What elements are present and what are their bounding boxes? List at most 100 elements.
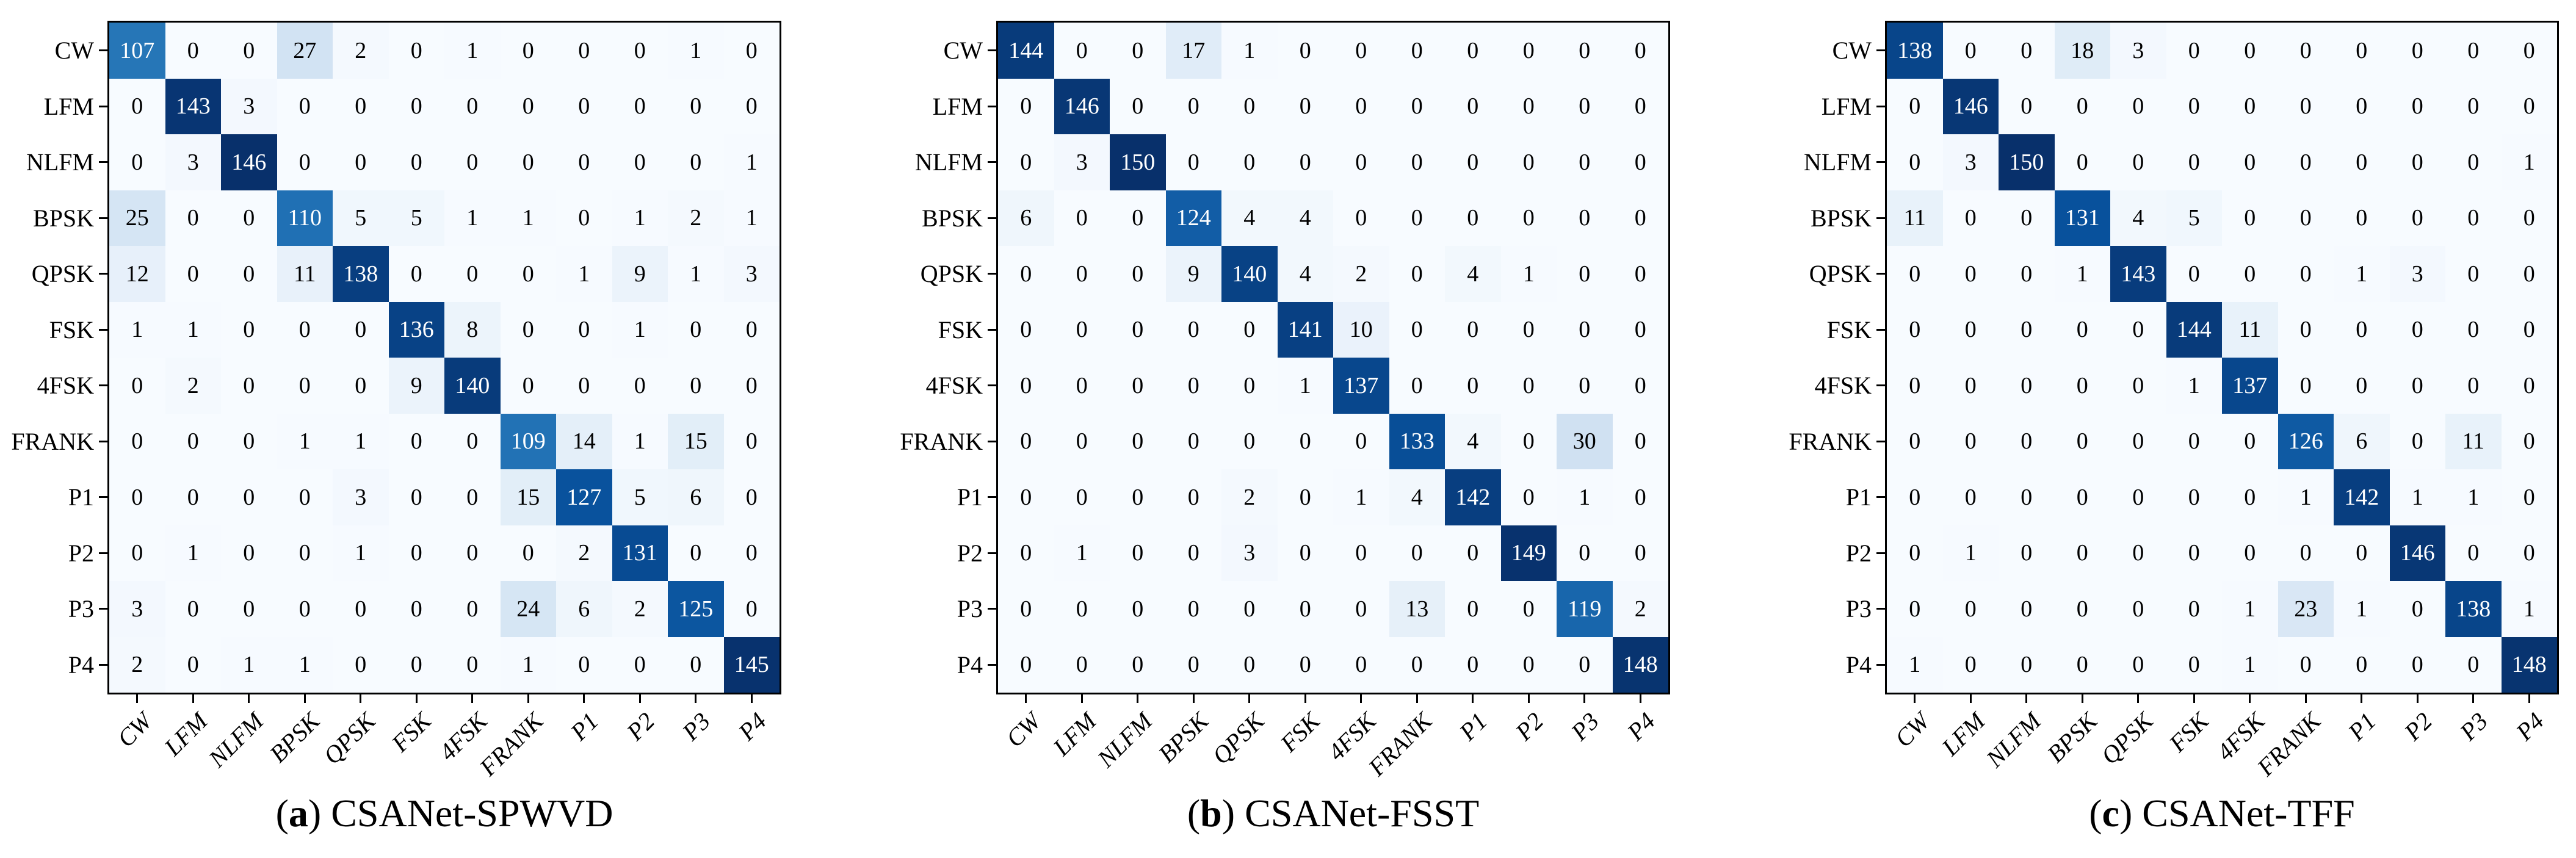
matrix-cell: 3 xyxy=(109,581,165,637)
matrix-cell: 1 xyxy=(2166,358,2222,414)
matrix-cell: 0 xyxy=(2334,134,2390,190)
matrix-cell: 1 xyxy=(612,413,668,469)
matrix-cell: 25 xyxy=(109,190,165,246)
matrix-cell: 0 xyxy=(668,301,724,358)
y-axis-label-P3: P3 xyxy=(68,595,94,622)
matrix-cell: 0 xyxy=(1333,190,1389,246)
matrix-cell: 0 xyxy=(1110,301,1166,358)
matrix-cell: 0 xyxy=(1942,636,1999,693)
x-tick xyxy=(1304,694,1306,703)
matrix-cell: 0 xyxy=(1165,413,1221,469)
matrix-cell: 0 xyxy=(1942,469,1999,525)
matrix-cell: 0 xyxy=(2445,23,2502,79)
y-axis-label-FRANK: FRANK xyxy=(11,427,94,455)
matrix-cell: 0 xyxy=(1054,358,1110,414)
x-tick xyxy=(2416,694,2419,703)
matrix-cell: 0 xyxy=(1445,23,1501,79)
y-tick xyxy=(988,440,996,442)
y-tick xyxy=(988,608,996,610)
matrix-cell: 0 xyxy=(2110,469,2166,525)
matrix-cell: 1 xyxy=(668,23,724,79)
matrix-cell: 0 xyxy=(1165,469,1221,525)
matrix-cell: 0 xyxy=(1221,301,1278,358)
y-axis-label-NLFM: NLFM xyxy=(26,148,94,176)
matrix-cell: 0 xyxy=(1999,190,2055,246)
matrix-cell: 0 xyxy=(723,301,780,358)
matrix-cell: 0 xyxy=(2334,358,2390,414)
matrix-cell: 1 xyxy=(2501,581,2557,637)
y-axis-label-LFM: LFM xyxy=(1821,92,1872,120)
matrix-cell: 146 xyxy=(1054,78,1110,134)
matrix-cell: 0 xyxy=(1333,636,1389,693)
panel-a-caption: (a) CSANet-SPWVD xyxy=(107,791,781,836)
matrix-cell: 0 xyxy=(2445,246,2502,302)
x-axis-label-P3: P3 xyxy=(1566,707,1605,746)
matrix-cell: 0 xyxy=(1165,636,1221,693)
y-axis-label-P1: P1 xyxy=(68,483,94,511)
matrix-cell: 0 xyxy=(2501,246,2557,302)
y-tick xyxy=(1876,161,1885,164)
matrix-cell: 0 xyxy=(612,358,668,414)
matrix-cell: 0 xyxy=(2110,413,2166,469)
matrix-cell: 2 xyxy=(1333,246,1389,302)
matrix-cell: 0 xyxy=(1445,636,1501,693)
matrix-cell: 0 xyxy=(1557,78,1613,134)
matrix-cell: 0 xyxy=(2445,358,2502,414)
x-axis-label-CW: CW xyxy=(112,707,157,752)
matrix-cell: 0 xyxy=(2278,134,2334,190)
x-tick xyxy=(2304,694,2307,703)
matrix-cell: 0 xyxy=(444,636,501,693)
matrix-cell: 1 xyxy=(2222,581,2278,637)
x-tick xyxy=(583,694,585,703)
y-tick xyxy=(988,384,996,387)
caption-letter: a xyxy=(288,791,308,835)
x-tick xyxy=(2249,694,2251,703)
matrix-cell: 138 xyxy=(2445,581,2502,637)
x-tick xyxy=(136,694,139,703)
matrix-cell: 0 xyxy=(1500,301,1557,358)
matrix-cell: 0 xyxy=(1557,190,1613,246)
matrix-cell: 0 xyxy=(1887,301,1943,358)
matrix-cell: 3 xyxy=(1054,134,1110,190)
matrix-cell: 0 xyxy=(1110,413,1166,469)
matrix-cell: 0 xyxy=(2054,358,2110,414)
matrix-cell: 24 xyxy=(500,581,556,637)
matrix-cell: 0 xyxy=(1277,78,1333,134)
x-axis-label-FRANK: FRANK xyxy=(2251,707,2326,782)
matrix-cell: 0 xyxy=(2166,78,2222,134)
matrix-cell: 0 xyxy=(221,581,277,637)
y-tick xyxy=(99,552,107,554)
matrix-cell: 0 xyxy=(1277,23,1333,79)
matrix-cell: 0 xyxy=(2222,23,2278,79)
matrix-cell: 0 xyxy=(723,581,780,637)
y-axis-label-BPSK: BPSK xyxy=(1810,204,1872,232)
matrix-cell: 0 xyxy=(1612,23,1668,79)
matrix-cell: 0 xyxy=(2166,469,2222,525)
matrix-cell: 0 xyxy=(221,190,277,246)
matrix-cell: 2 xyxy=(109,636,165,693)
matrix-cell: 0 xyxy=(1333,581,1389,637)
matrix-cell: 144 xyxy=(2166,301,2222,358)
matrix-cell: 0 xyxy=(1999,23,2055,79)
matrix-cell: 0 xyxy=(2222,469,2278,525)
matrix-cell: 27 xyxy=(277,23,333,79)
matrix-cell: 0 xyxy=(277,469,333,525)
matrix-cell: 0 xyxy=(1054,581,1110,637)
y-tick xyxy=(99,384,107,387)
matrix-cell: 0 xyxy=(1110,581,1166,637)
matrix-cell: 0 xyxy=(1110,358,1166,414)
matrix-cell: 0 xyxy=(1054,413,1110,469)
matrix-cell: 131 xyxy=(612,525,668,581)
matrix-cell: 0 xyxy=(1557,246,1613,302)
matrix-cell: 0 xyxy=(556,78,612,134)
x-axis-label-P4: P4 xyxy=(733,707,772,746)
y-tick xyxy=(99,105,107,107)
matrix-cell: 0 xyxy=(444,581,501,637)
matrix-cell: 0 xyxy=(2110,78,2166,134)
matrix-cell: 0 xyxy=(1887,525,1943,581)
matrix-cell: 0 xyxy=(500,78,556,134)
matrix-cell: 0 xyxy=(2278,190,2334,246)
y-axis-label-CW: CW xyxy=(943,37,983,64)
matrix-cell: 0 xyxy=(1445,190,1501,246)
matrix-cell: 0 xyxy=(388,246,444,302)
